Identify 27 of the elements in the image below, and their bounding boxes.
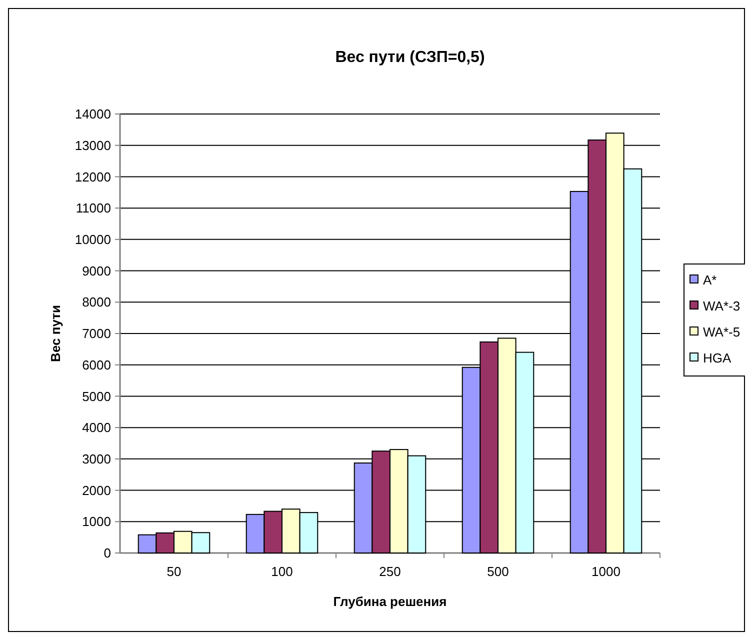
legend-label: WA*-5: [703, 324, 740, 340]
y-tick-label: 2000: [82, 482, 111, 498]
x-axis-title: Глубина решения: [333, 594, 447, 609]
y-tick-label: 10000: [74, 232, 111, 247]
y-tick-label: 6000: [82, 357, 111, 372]
y-tick-label: 12000: [74, 169, 111, 184]
y-tick-label: 1000: [82, 514, 111, 530]
x-tick-label: 500: [487, 564, 509, 579]
chart-title: Вес пути (СЗП=0,5): [335, 49, 485, 66]
x-tick-label: 1000: [592, 564, 620, 579]
y-tick-label: 11000: [76, 200, 111, 216]
y-tick-label: 5000: [82, 388, 111, 404]
y-tick-label: 8000: [82, 294, 111, 310]
legend-label: A*: [703, 272, 717, 288]
legend-label: WA*-3: [703, 298, 740, 314]
y-tick-label: 3000: [82, 451, 111, 466]
legend-label: HGA: [703, 350, 732, 366]
x-tick-label: 50: [166, 564, 182, 579]
x-tick-label: 250: [379, 564, 401, 579]
y-tick-label: 13000: [74, 138, 111, 153]
y-tick-label: 7000: [82, 326, 111, 342]
y-tick-label: 14000: [74, 106, 111, 122]
y-tick-label: 9000: [82, 263, 111, 278]
y-axis-title: Вес пути: [48, 305, 63, 362]
x-tick-label: 100: [271, 564, 293, 579]
y-tick-label: 0: [104, 546, 111, 561]
y-tick-label: 4000: [82, 420, 111, 436]
